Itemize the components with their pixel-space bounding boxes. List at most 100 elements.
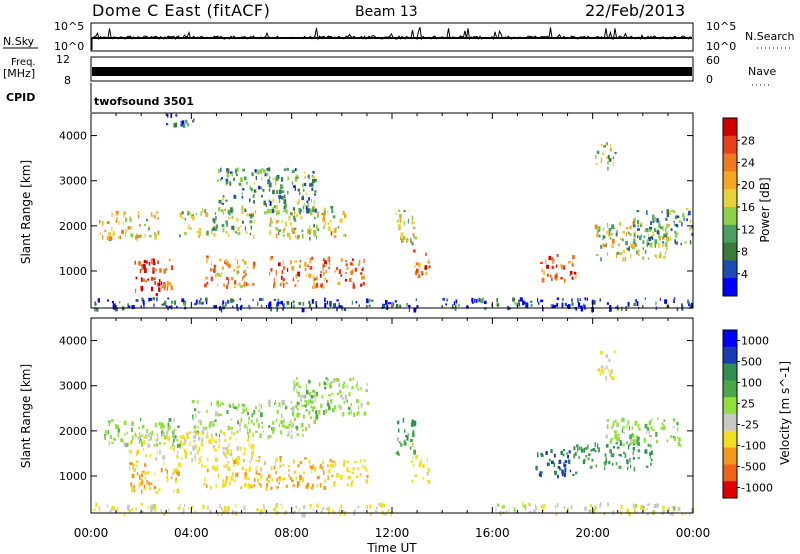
heat-cell [322, 213, 325, 219]
heat-cell [567, 507, 569, 512]
heat-cell [291, 170, 293, 174]
heat-cell [624, 256, 626, 262]
heat-cell [238, 403, 240, 408]
heat-cell [222, 479, 225, 483]
heat-cell [290, 476, 292, 481]
heat-cell [239, 297, 241, 301]
heat-cell [348, 475, 352, 480]
heat-cell [329, 458, 332, 463]
heat-cell [607, 161, 609, 165]
heat-cell [330, 381, 333, 384]
heat-cell [249, 215, 253, 219]
heat-cell [272, 421, 275, 425]
heat-cell [622, 257, 624, 262]
heat-cell [476, 299, 478, 303]
heat-cell [297, 188, 301, 192]
heat-cell [293, 386, 295, 392]
heat-cell [564, 302, 567, 307]
heat-cell [222, 211, 225, 215]
heat-cell [595, 464, 598, 468]
heat-cell [642, 256, 645, 260]
heat-cell [538, 473, 542, 477]
heat-cell [619, 221, 622, 227]
heat-cell [148, 262, 151, 266]
heat-cell [262, 426, 264, 429]
heat-cell [235, 457, 238, 463]
heat-cell [189, 441, 191, 446]
heat-cell [609, 449, 612, 454]
heat-cell [345, 263, 348, 267]
heat-cell [301, 512, 304, 517]
heat-cell [211, 260, 212, 265]
heat-cell [232, 432, 236, 436]
heat-cell [585, 455, 588, 458]
heat-cell [343, 234, 346, 238]
heat-cell [138, 261, 141, 266]
heat-cell [191, 505, 194, 509]
heat-cell [661, 210, 663, 214]
heat-cell [275, 503, 279, 509]
heat-cell [312, 483, 314, 487]
heat-cell [256, 169, 260, 175]
heat-cell [348, 406, 351, 410]
heat-cell [320, 463, 322, 468]
heat-cell [602, 235, 606, 239]
heat-cell [141, 267, 144, 270]
heat-cell [236, 304, 238, 309]
heat-cell [339, 475, 342, 480]
heat-cell [246, 213, 249, 217]
heat-cell [140, 502, 143, 506]
heat-cell [290, 434, 293, 440]
heat-cell [187, 211, 189, 216]
heat-cell [206, 431, 209, 436]
heat-cell [201, 430, 205, 435]
heat-cell [518, 303, 521, 307]
y-tick-label: 2000 [59, 220, 87, 233]
heat-cell [152, 297, 156, 301]
heat-cell [171, 442, 174, 447]
heat-cell [172, 439, 175, 443]
heat-cell [130, 462, 133, 466]
heat-cell [368, 304, 371, 307]
colorbar-tick-label: 12 [741, 223, 755, 236]
heat-cell [359, 259, 361, 264]
heat-cell [281, 195, 284, 200]
heat-cell [295, 234, 297, 239]
heat-cell [619, 442, 623, 446]
heat-cell [303, 210, 305, 213]
heat-cell [361, 464, 363, 469]
heat-cell [602, 152, 605, 156]
heat-cell [445, 303, 447, 306]
heat-cell [278, 229, 281, 232]
heat-cell [146, 218, 148, 222]
heat-cell [221, 202, 224, 205]
heat-cell [249, 232, 252, 236]
heat-cell [225, 301, 227, 307]
heat-cell [299, 265, 301, 268]
heat-cell [136, 237, 138, 242]
heat-cell [542, 306, 544, 312]
heat-cell [111, 441, 114, 445]
heat-cell [241, 192, 243, 195]
heat-cell [250, 188, 253, 192]
heat-cell [608, 368, 610, 373]
heat-cell [255, 470, 258, 475]
heat-cell [156, 433, 158, 436]
heat-cell [610, 376, 612, 380]
heat-cell [338, 508, 340, 513]
y-tick-label: 1000 [59, 265, 87, 278]
heat-cell [173, 122, 176, 128]
heat-cell [411, 479, 414, 483]
heat-cell [308, 273, 312, 278]
heat-cell [334, 461, 337, 467]
heat-cell [233, 406, 237, 409]
heat-cell [238, 182, 242, 186]
heat-cell [235, 472, 239, 478]
heat-cell [280, 300, 283, 305]
heat-cell [148, 433, 150, 437]
heat-cell [550, 274, 552, 278]
heat-cell [236, 307, 239, 312]
heat-cell [598, 447, 600, 453]
heat-cell [652, 218, 655, 223]
heat-cell [618, 453, 622, 457]
